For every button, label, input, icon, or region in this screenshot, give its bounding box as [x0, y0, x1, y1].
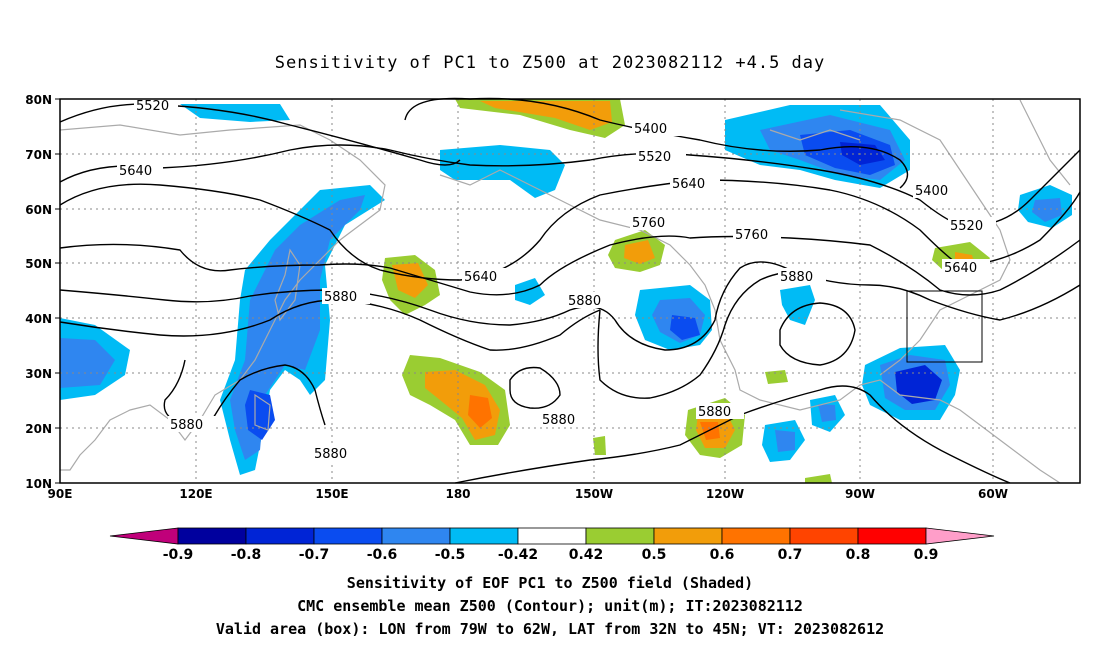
contour-label: 5880	[324, 290, 357, 305]
colorbar-swatch	[517, 527, 587, 545]
caption-line-1: Sensitivity of EOF PC1 to Z500 field (Sh…	[347, 574, 753, 592]
colorbar-tick-label: 0.9	[914, 547, 939, 563]
longitude-axis: 90E 120E 150E 180 150W 120W 90W 60W	[48, 487, 1008, 501]
map-frame	[59, 98, 1081, 484]
colorbar-swatch	[857, 527, 927, 545]
colorbar-tick-label: 0.6	[710, 547, 735, 563]
contour-label: 5520	[950, 219, 983, 234]
colorbar-swatch	[177, 527, 247, 545]
colorbar: -0.9 -0.8 -0.7 -0.6 -0.5 -0.42 0.42 0.5 0.6 0.7 0.…	[109, 527, 995, 563]
lat-label: 20N	[25, 422, 52, 436]
contour-label: 5880	[780, 270, 813, 285]
colorbar-extend-low	[109, 527, 179, 545]
colorbar-swatch	[245, 527, 315, 545]
colorbar-tick-label: -0.42	[498, 547, 538, 563]
z500-contours	[59, 97, 1081, 484]
contour-label: 5760	[632, 216, 665, 231]
colorbar-tick-label: 0.7	[778, 547, 803, 563]
contour-label: 5880	[698, 405, 731, 420]
lat-label: 60N	[25, 203, 52, 217]
contour-label: 5640	[672, 177, 705, 192]
contour-labels: 5520 5400 5520 5640 5640 5400 5520 5760 …	[117, 97, 996, 462]
contour-label: 5640	[464, 270, 497, 285]
lon-label: 90E	[48, 487, 73, 501]
contour-label: 5400	[634, 122, 667, 137]
colorbar-tick-label: -0.9	[163, 547, 194, 563]
colorbar-swatch	[585, 527, 655, 545]
lat-label: 70N	[25, 148, 52, 162]
caption-line-3: Valid area (box): LON from 79W to 62W, L…	[216, 620, 884, 638]
figure-title: Sensitivity of PC1 to Z500 at 2023082112…	[275, 53, 826, 73]
contour-label: 5760	[735, 228, 768, 243]
lon-label: 60W	[978, 487, 1008, 501]
contour-label: 5520	[136, 99, 169, 114]
lon-label: 150W	[575, 487, 613, 501]
lat-label: 30N	[25, 367, 52, 381]
lat-label: 10N	[25, 477, 52, 491]
lon-label: 120W	[706, 487, 744, 501]
lon-label: 180	[445, 487, 470, 501]
lon-label: 150E	[315, 487, 348, 501]
colorbar-extend-high	[925, 527, 995, 545]
lon-label: 120E	[179, 487, 212, 501]
colorbar-tick-label: -0.7	[299, 547, 330, 563]
colorbar-tick-label: -0.8	[231, 547, 262, 563]
contour-label: 5640	[944, 261, 977, 276]
colorbar-swatch	[653, 527, 723, 545]
colorbar-tick-label: -0.6	[367, 547, 398, 563]
colorbar-swatch	[313, 527, 383, 545]
contour-label: 5880	[568, 294, 601, 309]
colorbar-swatch	[721, 527, 791, 545]
colorbar-tick-label: -0.5	[435, 547, 466, 563]
colorbar-tick-label: 0.8	[846, 547, 871, 563]
contour-label: 5880	[170, 418, 203, 433]
contour-label: 5640	[119, 164, 152, 179]
lon-label: 90W	[845, 487, 875, 501]
lat-label: 40N	[25, 312, 52, 326]
shaded-sensitivity	[60, 99, 1072, 483]
colorbar-swatch	[381, 527, 451, 545]
colorbar-swatch	[789, 527, 859, 545]
valid-area-box	[906, 290, 983, 363]
contour-label: 5400	[915, 184, 948, 199]
contour-label: 5880	[542, 413, 575, 428]
contour-label: 5880	[314, 447, 347, 462]
lat-label: 80N	[25, 93, 52, 107]
latitude-axis: 80N 70N 60N 50N 40N 30N 20N 10N	[25, 93, 60, 491]
negative-sensitivity-areas	[60, 104, 1072, 475]
lat-label: 50N	[25, 257, 52, 271]
colorbar-tick-label: 0.42	[569, 547, 604, 563]
contour-label: 5520	[638, 150, 671, 165]
colorbar-tick-label: 0.5	[642, 547, 667, 563]
colorbar-swatch	[449, 527, 519, 545]
caption-line-2: CMC ensemble mean Z500 (Contour); unit(m…	[297, 597, 803, 615]
